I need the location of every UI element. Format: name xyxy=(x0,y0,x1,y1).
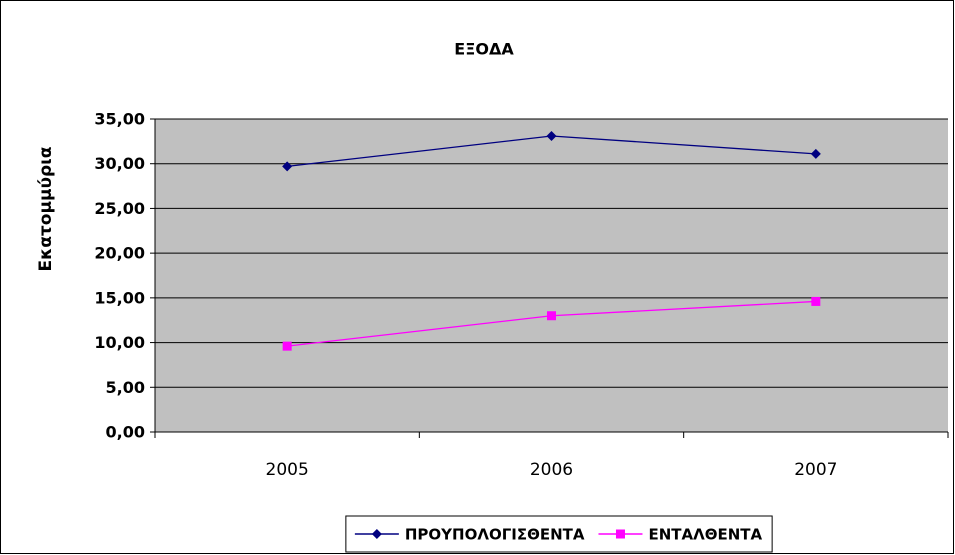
legend-box xyxy=(345,515,773,553)
y-axis-label: Εκατομμύρια xyxy=(36,147,56,272)
plot-area xyxy=(155,119,948,432)
marker xyxy=(546,130,557,141)
y-tick-label: 20,00 xyxy=(94,244,145,263)
y-tick-label: 10,00 xyxy=(94,333,145,352)
y-tick-label: 15,00 xyxy=(94,288,145,307)
marker xyxy=(371,529,382,539)
legend: ΠΡΟΥΠΟΛΟΓΙΣΘΕΝΤΑ ΕΝΤΑΛΘΕΝΤΑ xyxy=(345,515,773,553)
x-tick-label: 2005 xyxy=(266,460,309,480)
marker xyxy=(615,529,625,539)
legend-label: ΠΡΟΥΠΟΛΟΓΙΣΘΕΝΤΑ xyxy=(405,526,585,544)
marker xyxy=(282,161,293,172)
marker xyxy=(282,341,292,351)
y-tick-label: 30,00 xyxy=(94,154,145,173)
chart-title: ΕΞΟΔΑ xyxy=(454,40,514,59)
y-tick-label: 35,00 xyxy=(94,110,145,129)
legend-label: ΕΝΤΑΛΘΕΝΤΑ xyxy=(648,526,762,544)
y-tick-label: 0,00 xyxy=(106,423,145,442)
y-tick-label: 5,00 xyxy=(106,378,145,397)
x-tick-label: 2007 xyxy=(794,460,837,480)
marker xyxy=(547,311,556,321)
marker xyxy=(811,296,821,306)
y-tick-label: 25,00 xyxy=(94,199,145,218)
marker xyxy=(810,148,821,159)
x-tick-label: 2006 xyxy=(530,460,573,480)
